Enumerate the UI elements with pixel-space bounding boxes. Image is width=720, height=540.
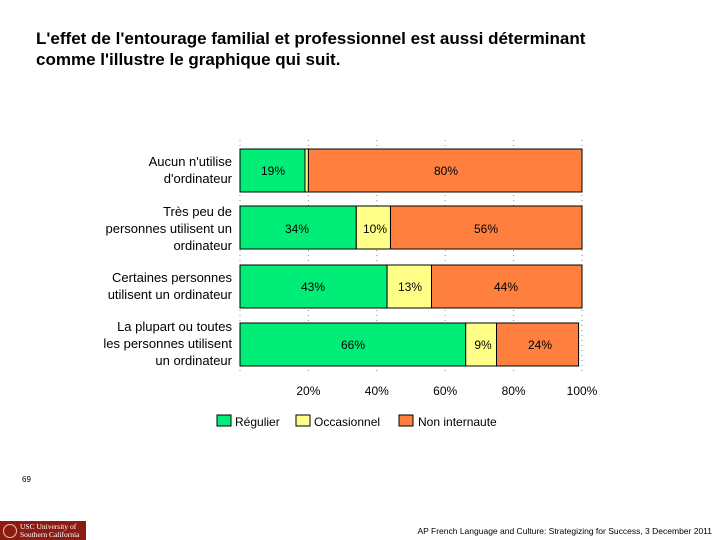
bar-non-internaute-1 (307, 148, 583, 193)
category-label-4-line-2: les personnes utilisent (103, 336, 232, 351)
category-label-2-line-1: Très peu de (163, 204, 232, 219)
legend-label-occasionnel: Occasionnel (314, 415, 380, 429)
bar-regulier-4 (239, 322, 467, 367)
slide-title-line-1: L'effet de l'entourage familial et profe… (36, 29, 586, 48)
data-label-non-internaute-3: 44% (494, 280, 518, 294)
legend-label-regulier: Régulier (235, 415, 280, 429)
bar-non-internaute-2 (389, 205, 583, 250)
x-tick-label-60: 60% (433, 384, 457, 398)
legend-swatch-regulier (216, 414, 232, 427)
bar-non-internaute-4 (496, 322, 580, 367)
logo-line-1: USC University of (20, 521, 77, 531)
legend-swatch-non-internaute (398, 414, 414, 427)
data-label-occasionnel-3: 13% (398, 280, 422, 294)
data-label-regulier-2: 34% (285, 222, 309, 236)
category-label-1-line-1: Aucun n'utilise (149, 154, 232, 169)
slide-title-line-2: comme l'illustre le graphique qui suit. (36, 50, 341, 69)
data-label-occasionnel-2: 10% (363, 222, 387, 236)
category-label-2-line-2: personnes utilisent un (106, 221, 232, 236)
data-label-regulier-4: 66% (341, 338, 365, 352)
category-label-3-line-1: Certaines personnes (112, 270, 232, 285)
data-label-regulier-3: 43% (301, 280, 325, 294)
bar-regulier-1 (239, 148, 306, 193)
x-tick-label-80: 80% (502, 384, 526, 398)
usc-logo: USC University of Southern California (0, 521, 86, 540)
logo-line-2: Southern California (20, 529, 80, 539)
bar-occasionnel-4 (465, 322, 498, 367)
slide-title: L'effet de l'entourage familial et profe… (36, 28, 676, 70)
footer-text: AP French Language and Culture: Strategi… (417, 526, 712, 536)
slide-number: 69 (22, 475, 31, 484)
category-label-4-line-1: La plupart ou toutes (117, 319, 232, 334)
bar-non-internaute-3 (431, 264, 583, 309)
x-tick-label-40: 40% (365, 384, 389, 398)
seal-icon (3, 523, 17, 538)
category-label-4-line-3: un ordinateur (155, 353, 232, 368)
data-label-occasionnel-4: 9% (474, 338, 492, 352)
data-label-regulier-1: 19% (261, 164, 285, 178)
legend-swatch-occasionnel (295, 414, 311, 427)
x-tick-label-20: 20% (296, 384, 320, 398)
category-label-1-line-2: d'ordinateur (164, 171, 233, 186)
category-label-2-line-3: ordinateur (173, 238, 232, 253)
bar-occasionnel-1 (304, 148, 309, 193)
data-label-non-internaute-4: 24% (528, 338, 552, 352)
data-label-non-internaute-2: 56% (474, 222, 498, 236)
legend-label-non-internaute: Non internaute (418, 415, 497, 429)
category-label-3-line-2: utilisent un ordinateur (108, 287, 233, 302)
data-label-non-internaute-1: 80% (434, 164, 458, 178)
x-tick-label-100: 100% (567, 384, 598, 398)
